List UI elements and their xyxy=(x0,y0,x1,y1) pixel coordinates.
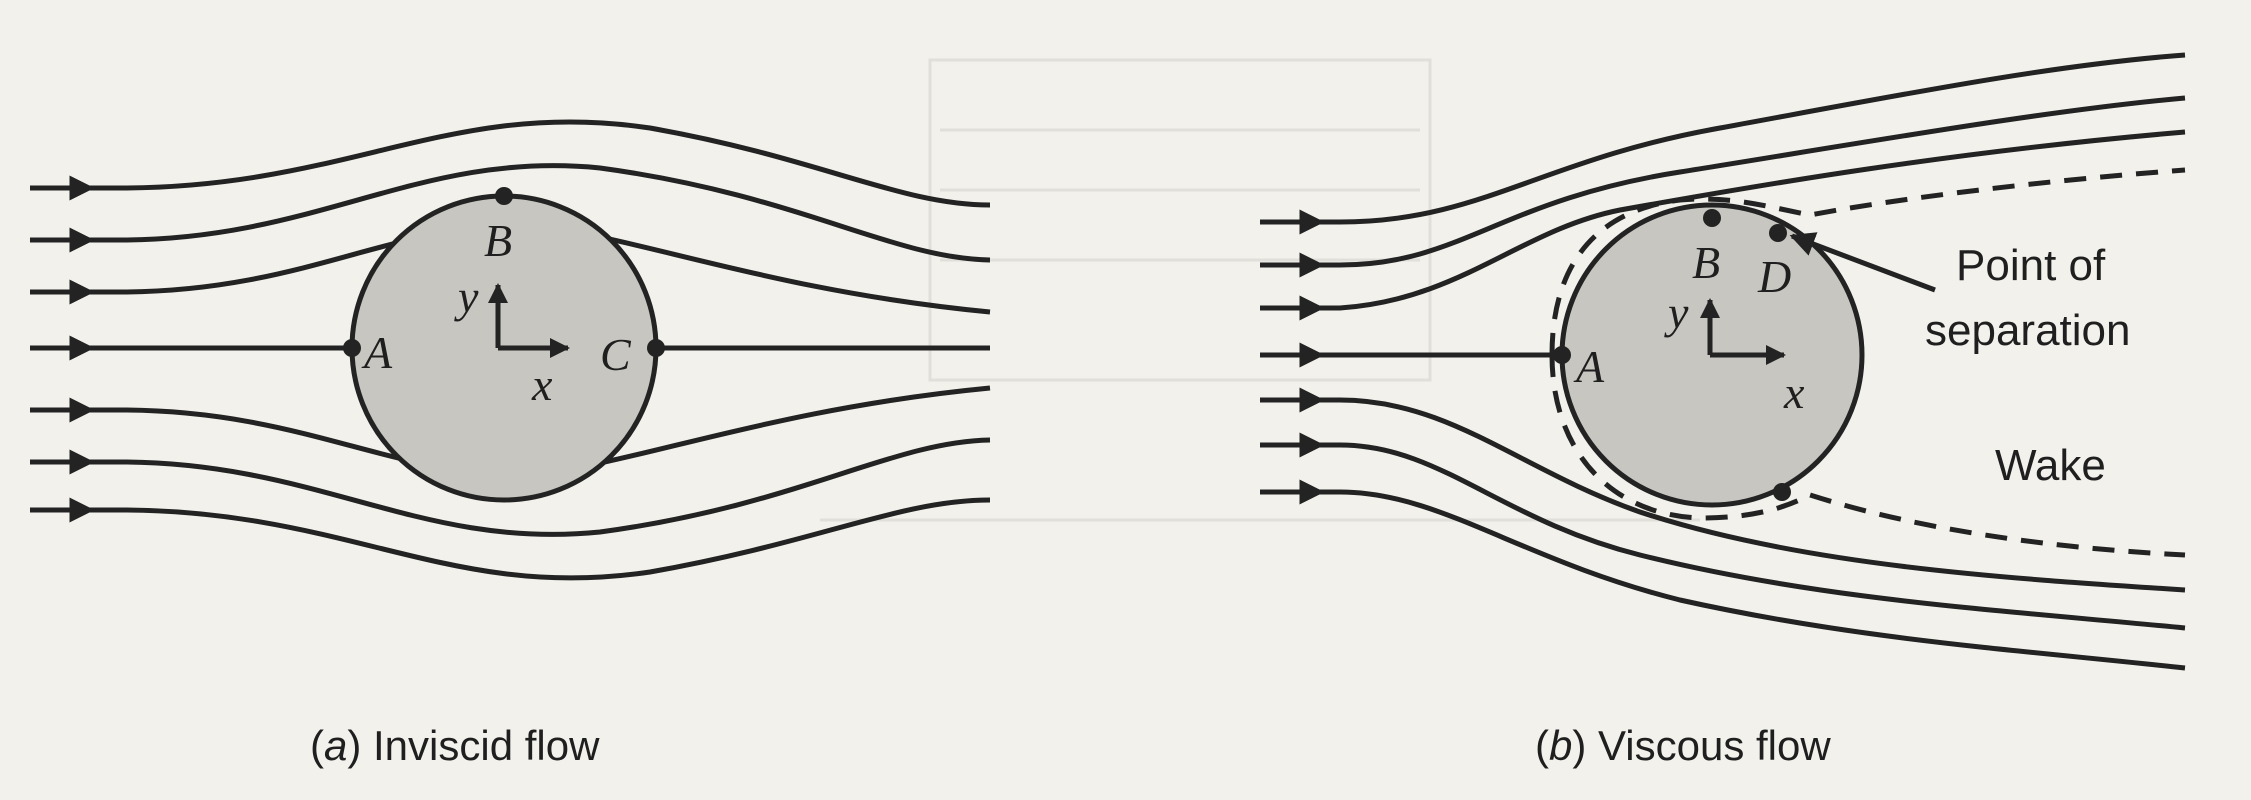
point-a-dot xyxy=(343,339,361,357)
streamline xyxy=(30,497,991,581)
point-d-label: D xyxy=(1757,251,1791,302)
panel-viscous: A B D y x Point of separation Wake (b) V… xyxy=(1260,52,2186,769)
point-c-label: C xyxy=(600,329,632,380)
streamline xyxy=(1260,95,2186,268)
inlet-arrows-viscous xyxy=(1260,209,1325,505)
caption-letter: a xyxy=(324,722,347,769)
caption-viscous: (b) Viscous flow xyxy=(1535,722,1831,769)
streamline xyxy=(30,119,991,208)
streamline xyxy=(1260,442,2186,631)
point-a-dot xyxy=(1553,346,1571,364)
y-axis-label: y xyxy=(454,271,479,322)
separation-lower-dot xyxy=(1773,483,1791,501)
point-b-dot xyxy=(1703,209,1721,227)
point-b-dot xyxy=(495,187,513,205)
caption-inviscid: (a) Inviscid flow xyxy=(310,722,600,769)
panel-inviscid: A B C y x (a) Inviscid flow xyxy=(30,119,991,769)
streamlines-inviscid xyxy=(30,119,991,581)
background-bleedthrough xyxy=(820,58,1700,522)
inlet-arrows-inviscid xyxy=(30,175,95,523)
caption-text: Viscous flow xyxy=(1598,722,1831,769)
wake-label: Wake xyxy=(1995,441,2106,490)
separation-label-line2: separation xyxy=(1925,306,2130,355)
point-c-dot xyxy=(647,339,665,357)
y-axis-label: y xyxy=(1664,287,1689,338)
axes-inviscid: y x xyxy=(454,271,570,410)
streamline xyxy=(1260,52,2186,225)
point-a-label: A xyxy=(361,327,393,378)
streamline xyxy=(1260,397,2186,593)
caption-letter: b xyxy=(1549,722,1572,769)
streamline xyxy=(1260,489,2186,671)
caption-text: Inviscid flow xyxy=(373,722,600,769)
point-a-label: A xyxy=(1573,341,1605,392)
axes-viscous: y x xyxy=(1664,287,1805,418)
point-b-label: B xyxy=(1692,237,1720,288)
point-d-dot xyxy=(1769,224,1787,242)
x-axis-label: x xyxy=(1783,367,1805,418)
x-axis-label: x xyxy=(531,359,553,410)
point-b-label: B xyxy=(484,215,512,266)
streamline xyxy=(30,437,991,537)
streamline xyxy=(30,163,991,263)
separation-label-line1: Point of xyxy=(1956,241,2106,290)
separation-pointer-arrow-icon xyxy=(1789,232,1936,293)
boundary-layer-lower xyxy=(1549,354,2186,558)
boundary-layer-upper xyxy=(1549,167,2186,356)
